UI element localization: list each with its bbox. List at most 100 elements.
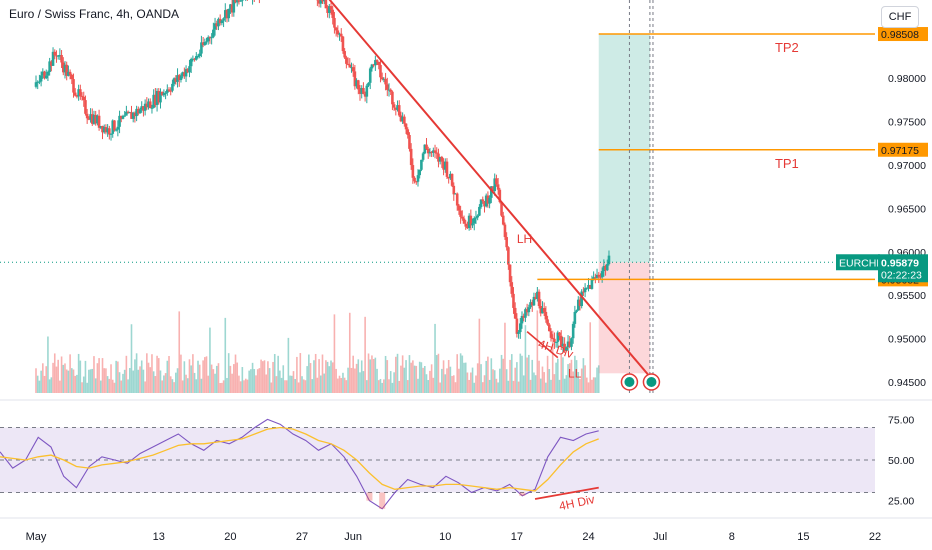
- volume-bar: [568, 363, 571, 393]
- volume-bar: [359, 372, 361, 393]
- price-tick-label: 0.95500: [888, 290, 926, 302]
- volume-bar: [388, 379, 390, 393]
- candle-body: [461, 216, 464, 219]
- candle-body: [114, 129, 118, 131]
- candle-body: [496, 184, 500, 190]
- candle-body: [111, 120, 115, 134]
- candle-body: [58, 55, 62, 57]
- candle-body: [159, 91, 162, 103]
- candle-body: [450, 173, 454, 186]
- candle-body: [391, 91, 394, 105]
- candle-body: [588, 284, 592, 289]
- volume-bar: [125, 355, 128, 393]
- candle-body: [203, 42, 207, 46]
- volume-bar: [541, 366, 544, 393]
- time-tick-label: May: [26, 531, 47, 543]
- candle-body: [48, 61, 51, 72]
- candle-body: [350, 67, 353, 69]
- candle-body: [537, 291, 541, 307]
- candle-body: [123, 115, 126, 117]
- volume-bar: [272, 361, 274, 393]
- candle-body: [147, 101, 150, 108]
- candle-body: [547, 324, 551, 332]
- volume-bar: [398, 380, 401, 393]
- volume-bar: [514, 367, 516, 393]
- volume-bar: [495, 378, 498, 393]
- volume-bar: [91, 368, 94, 393]
- volume-bar: [222, 380, 225, 393]
- volume-bar: [499, 368, 501, 393]
- volume-bar: [420, 362, 423, 393]
- candle-body: [375, 60, 379, 62]
- candle-body: [109, 133, 113, 135]
- volume-bar: [417, 378, 419, 393]
- volume-bar: [243, 380, 245, 393]
- volume-bar: [77, 353, 80, 393]
- rsi-tick-label: 50.00: [888, 455, 914, 467]
- current-price-tag: [878, 254, 928, 283]
- price-tick-label: 0.96500: [888, 203, 926, 215]
- candle-body: [452, 185, 456, 195]
- candle-body: [471, 223, 474, 226]
- candle-body: [438, 156, 442, 162]
- volume-bar: [93, 356, 95, 393]
- volume-bar: [424, 366, 426, 393]
- volume-bar: [546, 355, 549, 393]
- candle-body: [437, 153, 440, 162]
- candle-body: [387, 89, 391, 91]
- candle-body: [409, 148, 413, 166]
- volume-bar: [290, 375, 293, 393]
- volume-bar: [502, 358, 505, 393]
- volume-bar: [563, 378, 566, 393]
- currency-badge[interactable]: CHF: [881, 6, 919, 28]
- volume-bar: [589, 322, 592, 393]
- volume-bar: [287, 337, 290, 393]
- volume-bar: [456, 354, 459, 393]
- volume-bar: [205, 356, 208, 393]
- volume-bar: [548, 369, 551, 393]
- volume-bar: [250, 369, 252, 393]
- volume-bar: [212, 369, 215, 393]
- volume-bar: [473, 382, 476, 393]
- volume-bar: [536, 310, 539, 393]
- volume-bar: [62, 364, 65, 393]
- candle-body: [476, 215, 479, 218]
- volume-bar: [163, 375, 165, 393]
- volume-bar: [371, 355, 373, 393]
- candle-body: [396, 105, 399, 110]
- volume-bar: [200, 378, 203, 393]
- candle-body: [392, 104, 396, 108]
- volume-bar: [146, 353, 148, 393]
- candle-body: [75, 95, 79, 97]
- volume-bar: [164, 373, 167, 393]
- volume-bar: [244, 378, 247, 393]
- volume-bar: [488, 379, 491, 393]
- candle-body: [326, 8, 329, 13]
- candle-body: [94, 114, 97, 124]
- volume-bar: [231, 373, 233, 393]
- candle-body: [604, 266, 607, 271]
- volume-bar: [48, 379, 51, 393]
- candle-body: [372, 64, 375, 66]
- volume-bar: [268, 368, 271, 393]
- candle-body: [225, 10, 229, 19]
- volume-bar: [197, 360, 199, 393]
- candle-body: [576, 299, 580, 311]
- candle-body: [454, 193, 457, 195]
- candle-body: [488, 197, 491, 204]
- time-tick-label: 13: [153, 531, 165, 543]
- volume-bar: [265, 374, 268, 393]
- volume-bar: [297, 382, 300, 393]
- volume-bar: [437, 353, 440, 393]
- volume-bar: [413, 365, 416, 393]
- candle-body: [575, 310, 578, 312]
- candle-body: [128, 112, 132, 114]
- volume-bar: [251, 362, 254, 393]
- volume-bar: [188, 359, 191, 393]
- volume-bar: [466, 372, 469, 393]
- volume-bar: [570, 359, 573, 393]
- time-tick-label: 27: [296, 531, 308, 543]
- volume-bar: [584, 365, 586, 393]
- volume-bar: [233, 364, 235, 393]
